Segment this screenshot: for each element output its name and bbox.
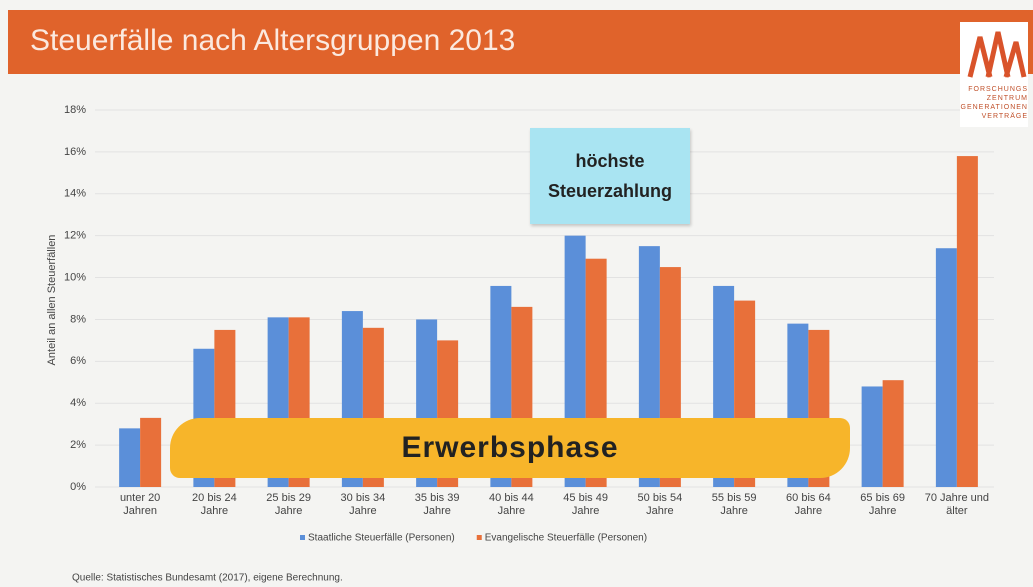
legend-label: Staatliche Steuerfälle (Personen) xyxy=(308,533,455,544)
y-tick-label: 10% xyxy=(64,271,86,283)
source: Quelle: Statistisches Bundesamt (2017), … xyxy=(72,573,343,584)
y-tick-label: 14% xyxy=(64,188,86,200)
annotation-note: höchste Steuerzahlung xyxy=(530,128,690,224)
x-tick-label: 50 bis 54 Jahre xyxy=(637,492,683,517)
x-tick-label: 25 bis 29 Jahre xyxy=(266,492,311,517)
legend-swatch xyxy=(300,535,305,540)
x-tick-label: 55 bis 59 Jahre xyxy=(711,492,757,517)
logo-line: ZENTRUM xyxy=(986,95,1028,102)
legend-swatch xyxy=(476,535,482,540)
bar xyxy=(935,248,957,487)
y-tick-label: 8% xyxy=(70,313,86,325)
bar xyxy=(861,386,883,487)
bar xyxy=(119,428,141,487)
x-tick-label: 20 bis 24 Jahre xyxy=(192,492,237,517)
x-tick-label: 30 bis 34 Jahre xyxy=(340,492,386,517)
bar xyxy=(140,417,162,487)
y-axis-label: Anteil an allen Steuerfällen xyxy=(46,235,58,366)
chart-title: Steuerfälle nach Altersgruppen 2013 xyxy=(30,24,515,57)
y-tick-label: 2% xyxy=(70,439,86,451)
y-tick-label: 18% xyxy=(64,104,86,116)
y-tick-label: 4% xyxy=(70,397,86,409)
logo-line: FORSCHUNGS xyxy=(968,86,1028,93)
y-tick-label: 0% xyxy=(70,481,86,493)
x-tick-label: unter 20 Jahren xyxy=(119,492,161,517)
bar xyxy=(956,156,978,488)
logo: FORSCHUNGS ZENTRUM GENERATIONEN VERTRÄGE xyxy=(960,22,1028,127)
x-tick-label: 70 Jahre und älter xyxy=(924,492,989,517)
logo-icon xyxy=(967,31,1027,78)
y-tick-label: 6% xyxy=(70,355,86,367)
y-tick-label: 16% xyxy=(64,146,86,158)
legend-label: Evangelische Steuerfälle (Personen) xyxy=(485,533,647,544)
bar xyxy=(882,380,904,487)
x-tick-label: 35 bis 39 Jahre xyxy=(414,492,460,517)
x-tick-label: 60 bis 64 Jahre xyxy=(786,492,831,517)
logo-line: VERTRÄGE xyxy=(981,113,1028,120)
annotation-band: Erwerbsphase xyxy=(170,418,850,478)
x-tick-label: 45 bis 49 Jahre xyxy=(563,492,608,517)
x-tick-label: 65 bis 69 Jahre xyxy=(860,492,905,517)
x-tick-label: 40 bis 44 Jahre xyxy=(489,492,534,517)
y-tick-label: 12% xyxy=(64,230,86,242)
logo-line: GENERATIONEN xyxy=(960,104,1028,111)
header-band xyxy=(8,10,1033,74)
